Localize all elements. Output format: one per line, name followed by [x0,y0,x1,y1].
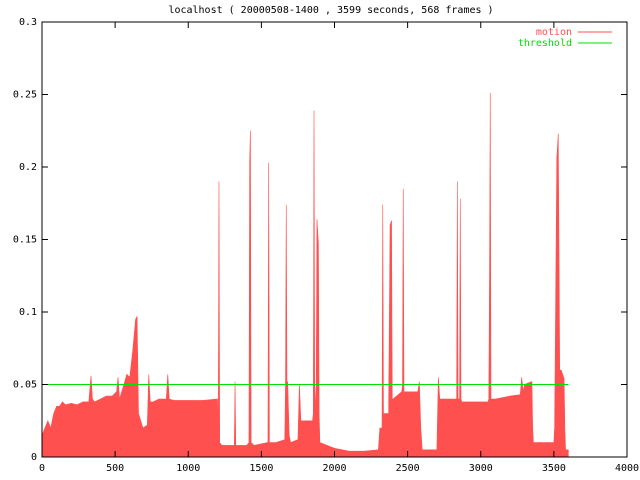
legend-label: threshold [518,38,572,49]
x-tick-label: 3500 [542,463,566,474]
x-tick-label: 1000 [176,463,200,474]
x-tick-label: 4000 [615,463,639,474]
motion-area [41,93,569,458]
x-tick-label: 1500 [249,463,273,474]
y-tick-label: 0.3 [19,17,37,28]
legend-label: motion [536,27,572,38]
y-tick-label: 0.2 [19,162,37,173]
x-tick-label: 3000 [469,463,493,474]
chart-title: localhost ( 20000508-1400 , 3599 seconds… [168,5,493,16]
y-tick-label: 0.25 [13,90,37,101]
y-tick-label: 0.05 [13,380,37,391]
y-tick-label: 0 [31,452,37,463]
x-tick-label: 2000 [322,463,346,474]
y-tick-label: 0.1 [19,307,37,318]
x-tick-label: 2500 [396,463,420,474]
x-tick-label: 500 [106,463,124,474]
y-tick-label: 0.15 [13,235,37,246]
x-tick-label: 0 [39,463,45,474]
